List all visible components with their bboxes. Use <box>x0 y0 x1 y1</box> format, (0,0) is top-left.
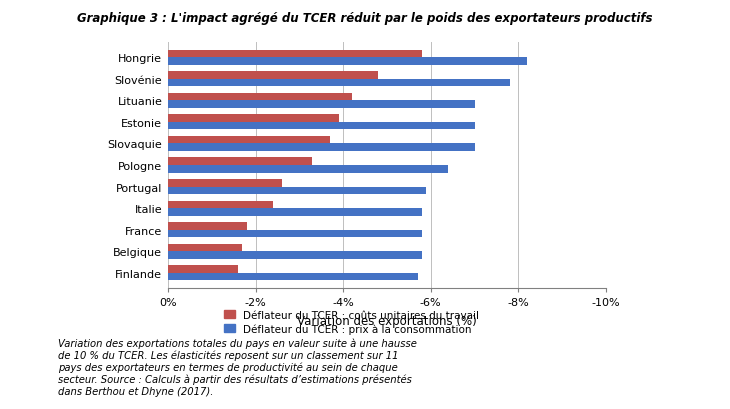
Bar <box>168 166 448 173</box>
Bar <box>168 115 339 123</box>
Bar <box>168 94 352 101</box>
Bar <box>168 50 422 58</box>
Bar <box>168 187 426 195</box>
Bar <box>168 222 247 230</box>
Bar <box>168 144 474 152</box>
Bar <box>168 230 422 238</box>
Legend: Déflateur du TCER : coûts unitaires du travail, Déflateur du TCER : prix à la co: Déflateur du TCER : coûts unitaires du t… <box>224 310 479 334</box>
Bar <box>168 58 527 65</box>
Bar <box>168 252 422 259</box>
Bar <box>168 79 510 87</box>
Bar <box>168 72 378 79</box>
Bar <box>168 158 312 166</box>
X-axis label: Variation des exportations (%): Variation des exportations (%) <box>297 314 477 327</box>
Bar <box>168 180 282 187</box>
Bar <box>168 266 238 273</box>
Text: Graphique 3 : L'impact agrégé du TCER réduit par le poids des exportateurs produ: Graphique 3 : L'impact agrégé du TCER ré… <box>77 12 653 25</box>
Bar <box>168 244 242 252</box>
Bar <box>168 137 330 144</box>
Bar <box>168 209 422 216</box>
Bar <box>168 201 273 209</box>
Bar <box>168 273 418 281</box>
Bar <box>168 123 474 130</box>
Bar <box>168 101 474 109</box>
Text: Variation des exportations totales du pays en valeur suite à une hausse
de 10 % : Variation des exportations totales du pa… <box>58 337 418 396</box>
